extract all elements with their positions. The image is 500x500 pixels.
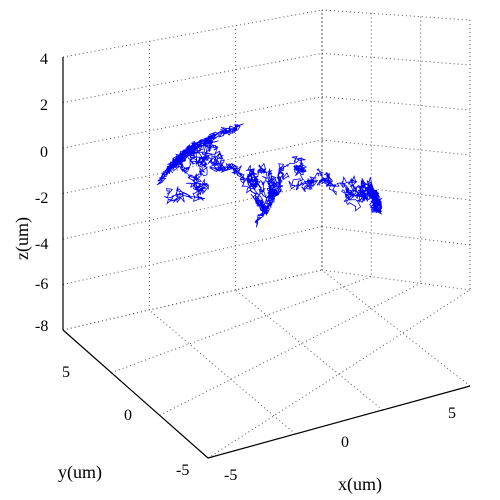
z-tick-label: -8 bbox=[35, 318, 48, 335]
grid-line bbox=[321, 52, 471, 66]
z-tick-label: 4 bbox=[40, 51, 48, 68]
grid-line bbox=[321, 9, 471, 21]
y-tick-label: -5 bbox=[176, 462, 189, 479]
grid-line bbox=[321, 139, 471, 156]
grid-line bbox=[321, 96, 471, 111]
z-tick-label: -4 bbox=[35, 236, 48, 253]
trajectory-path bbox=[156, 123, 383, 228]
grid-line bbox=[159, 282, 421, 416]
z-tick-label: -2 bbox=[35, 190, 48, 207]
x-tick-label: -5 bbox=[224, 467, 237, 484]
grid-line bbox=[62, 9, 323, 58]
y-tick-label: 5 bbox=[62, 364, 70, 381]
grid-line bbox=[62, 182, 323, 240]
grid-line bbox=[321, 269, 471, 291]
x-tick-label: 5 bbox=[448, 405, 456, 422]
grid-line bbox=[62, 269, 323, 331]
grid-line bbox=[62, 96, 323, 149]
y-axis-label: y(um) bbox=[58, 462, 102, 483]
y-tick-label: 0 bbox=[124, 407, 132, 424]
x-axis-label: x(um) bbox=[338, 474, 382, 495]
axis-edge-y bbox=[62, 329, 209, 459]
grid-line bbox=[62, 52, 323, 103]
grid-line bbox=[111, 276, 372, 374]
grid-line bbox=[235, 289, 383, 411]
z-tick-label: 2 bbox=[40, 97, 48, 114]
z-tick-label: -6 bbox=[35, 276, 48, 293]
grid-line bbox=[149, 309, 296, 435]
axes-box bbox=[62, 57, 471, 459]
z-tick-label: 0 bbox=[40, 144, 48, 161]
grid-lines bbox=[62, 9, 471, 459]
grid-line bbox=[321, 226, 471, 246]
axis-edge-x bbox=[207, 385, 471, 459]
grid-line bbox=[321, 269, 471, 387]
grid-line bbox=[62, 139, 323, 194]
z-axis-label: z(um) bbox=[12, 217, 33, 260]
trajectory-line bbox=[156, 123, 383, 228]
x-tick-label: 0 bbox=[341, 434, 349, 451]
grid-line bbox=[62, 226, 323, 285]
